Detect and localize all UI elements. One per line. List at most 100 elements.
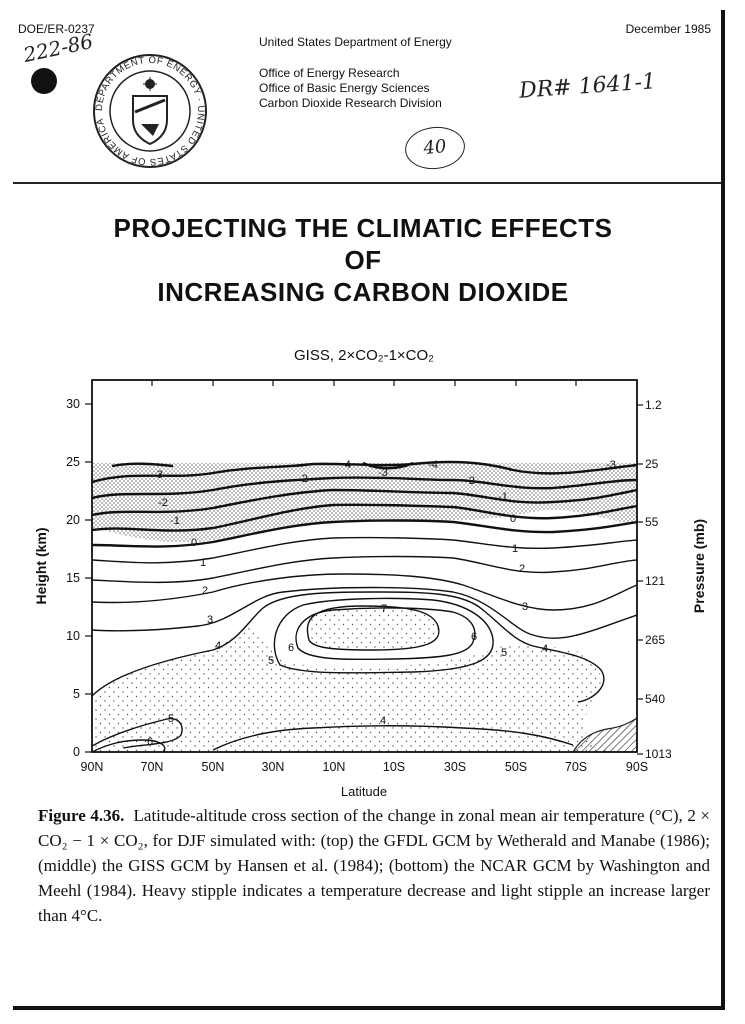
contour-label: -2 — [298, 473, 308, 485]
contour-line — [306, 605, 440, 651]
x-axis-label: Latitude — [341, 784, 387, 799]
right-ticks — [637, 404, 643, 755]
contour-label: -1 — [498, 491, 508, 503]
contour-label: -1 — [170, 515, 180, 527]
contour-line — [92, 573, 637, 611]
contour-label: -4 — [428, 459, 438, 471]
plot-area: -4 -3 -4 -3 -3 -2 -2 -2 -1 -1 0 0 1 1 2 … — [92, 459, 637, 752]
x-tick: 90S — [626, 760, 648, 774]
contour-label: 2 — [202, 585, 208, 597]
y-tick-left: 5 — [73, 687, 80, 701]
topography-hatch — [572, 717, 637, 752]
y-tick-right: 1.2 — [645, 398, 662, 412]
increase-stipple-core — [307, 606, 439, 650]
y-tick-right: 265 — [645, 633, 665, 647]
y-tick-left: 20 — [66, 513, 80, 527]
y-tick-right: 540 — [645, 692, 665, 706]
x-tick: 50S — [505, 760, 527, 774]
caption-text: Latitude-altitude cross section of the c… — [38, 806, 710, 925]
left-ticks — [85, 403, 92, 753]
top-ticks — [151, 380, 577, 386]
figure-caption: Figure 4.36. Latitude-altitude cross sec… — [38, 803, 710, 928]
office-line-2: Office of Basic Energy Sciences — [259, 81, 430, 95]
x-tick: 50N — [202, 760, 225, 774]
contour-label: 6 — [147, 736, 153, 748]
contour-line — [92, 591, 605, 703]
contour-label: -2 — [158, 497, 168, 509]
contour-label: 5 — [168, 713, 174, 725]
plot-frame — [91, 379, 638, 753]
y-tick-right: 55 — [645, 515, 659, 529]
contour-label: 7 — [381, 603, 387, 615]
contour-label: 1 — [200, 557, 206, 569]
y-tick-left: 10 — [66, 629, 80, 643]
contour-line — [92, 460, 637, 484]
decrease-stipple-region — [92, 463, 637, 543]
title-line-3: INCREASING CARBON DIOXIDE — [157, 277, 569, 307]
contour-label: 6 — [471, 631, 477, 643]
x-tick: 10S — [383, 760, 405, 774]
document-page: DOE/ER-0237 December 1985 222-86 DEPARTM… — [13, 10, 725, 1010]
y-tick-right: 25 — [645, 457, 659, 471]
plot-title: GISS, 2×CO₂-1×CO₂ — [294, 347, 434, 364]
header-divider — [13, 182, 721, 184]
contour-line — [92, 488, 637, 517]
x-tick: 70N — [141, 760, 164, 774]
contour-line — [295, 607, 476, 661]
y-tick-left: 30 — [66, 397, 80, 411]
y-axis-label-right: Pressure (mb) — [691, 519, 707, 613]
title-line-1: PROJECTING THE CLIMATIC EFFECTS — [113, 213, 613, 243]
contour-label: 0 — [191, 537, 197, 549]
office-line-1: Office of Energy Research — [259, 66, 400, 80]
contour-figure: GISS, 2×CO₂-1×CO₂ — [33, 347, 707, 799]
y-tick-right: 121 — [645, 574, 665, 588]
contour-label: -3 — [606, 459, 616, 471]
contour-line — [92, 503, 637, 532]
y-axis-label-left: Height (km) — [33, 528, 49, 605]
contour-line — [92, 586, 637, 639]
contour-label: -3 — [153, 469, 163, 481]
y-tick-left: 0 — [73, 745, 80, 759]
title-line-2: OF — [344, 245, 382, 275]
doe-seal-icon: DEPARTMENT OF ENERGY · UNITED STATES OF … — [93, 54, 207, 168]
contour-line — [92, 536, 637, 564]
office-line-3: Carbon Dioxide Research Division — [259, 96, 442, 110]
agency-name: United States Department of Energy — [259, 35, 452, 49]
contour-label: 5 — [501, 647, 507, 659]
contour-line — [92, 476, 637, 500]
x-tick: 30N — [262, 760, 285, 774]
handwritten-accession: DR# 1641-1 — [518, 69, 657, 104]
x-tick: 70S — [565, 760, 587, 774]
contour-label: 4 — [380, 715, 386, 727]
contour-label: 0 — [510, 513, 516, 525]
increase-stipple-region — [92, 627, 613, 752]
y-tick-left: 15 — [66, 571, 80, 585]
contour-line — [92, 739, 166, 752]
contour-label: -2 — [465, 475, 475, 487]
ink-blot — [31, 68, 57, 94]
contour-line — [212, 725, 574, 751]
caption-label: Figure 4.36. — [38, 806, 125, 825]
publication-date: December 1985 — [625, 22, 711, 36]
contour-line — [362, 461, 414, 470]
contour-label: 1 — [512, 543, 518, 555]
contour-line — [92, 519, 637, 548]
document-number: DOE/ER-0237 — [18, 22, 95, 36]
contour-line — [273, 597, 494, 674]
contour-label: 5 — [268, 655, 274, 667]
x-tick: 10N — [323, 760, 346, 774]
contour-label: 3 — [522, 601, 528, 613]
contour-label: -4 — [341, 459, 351, 471]
contour-lines — [92, 460, 637, 752]
contour-label: 3 — [207, 614, 213, 626]
y-tick-right: 1013 — [645, 747, 672, 761]
contour-line — [92, 555, 637, 584]
contour-label: 4 — [215, 640, 221, 652]
contour-line — [92, 718, 183, 749]
contour-line — [111, 462, 174, 468]
contour-label: -3 — [378, 467, 388, 479]
contour-label: 4 — [542, 643, 548, 655]
y-tick-left: 25 — [66, 455, 80, 469]
contour-label: 2 — [519, 563, 525, 575]
circled-page-number: 40 — [402, 123, 468, 173]
